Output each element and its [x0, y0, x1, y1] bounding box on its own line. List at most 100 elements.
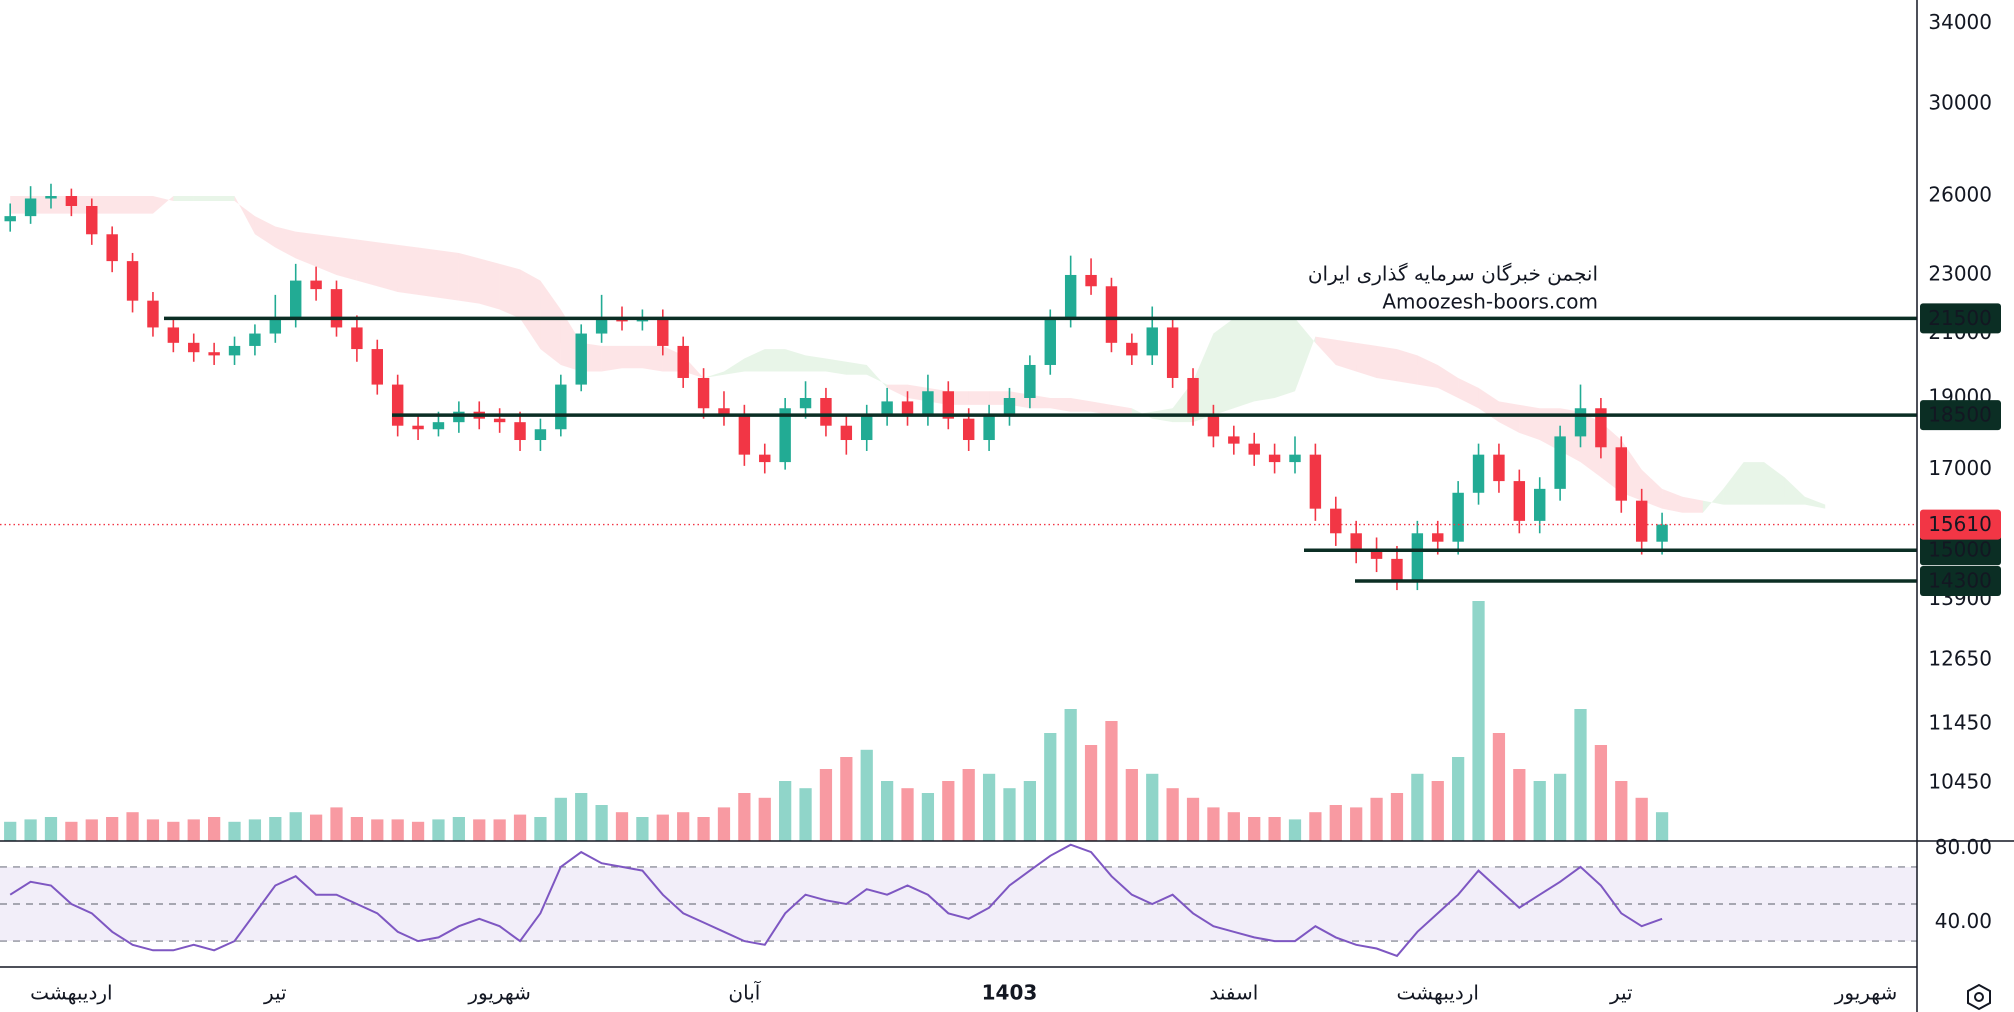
x-tick-label: اسفند [1209, 981, 1258, 1005]
cloud-segment [642, 345, 663, 372]
candle-body [391, 384, 404, 426]
cloud-segment [1743, 462, 1765, 505]
level-label: 15000 [1928, 538, 1992, 562]
volume-bar [575, 793, 588, 841]
candle-body [1493, 454, 1505, 482]
volume-bar [595, 805, 608, 841]
candle-body [962, 418, 975, 441]
y-tick-label: 10450 [1928, 770, 1992, 794]
candle-body [1024, 364, 1036, 399]
cloud-segment [723, 358, 745, 375]
cloud-segment [1213, 318, 1234, 416]
volume-bar [1492, 733, 1506, 841]
volume-bar [411, 821, 425, 841]
level-label: 21500 [1928, 306, 1992, 330]
cloud-segment [418, 247, 439, 298]
volume-bar [371, 819, 384, 841]
candle-body [1207, 415, 1220, 437]
volume-bar [289, 812, 302, 841]
cloud-segment [1437, 364, 1459, 399]
cloud-segment [866, 364, 888, 388]
candle-body [1166, 327, 1179, 378]
settings-icon[interactable] [1967, 983, 1991, 1011]
candle-body [65, 196, 78, 206]
watermark: انجمن خبرگان سرمایه گذاری ایران [1308, 262, 1598, 286]
candle-body [228, 345, 241, 356]
volume-bar [187, 819, 200, 841]
cloud-segment [1254, 318, 1275, 402]
volume-bar [677, 812, 690, 841]
volume-bar [1390, 793, 1404, 841]
candle-body [45, 196, 57, 199]
y-tick-label: 23000 [1928, 261, 1992, 285]
cloud-segment [1274, 318, 1295, 399]
candle-body [310, 280, 322, 290]
cloud-segment [499, 263, 521, 319]
cloud-segment [1702, 488, 1724, 513]
volume-bar [1472, 601, 1485, 841]
cloud-segment [601, 345, 623, 372]
volume-bar [1125, 769, 1138, 841]
volume-bar [1268, 817, 1281, 841]
candle-body [799, 398, 812, 409]
candle-body [1064, 274, 1077, 319]
candle-body [738, 415, 751, 455]
volume-bar [350, 817, 364, 841]
candle-body [1595, 408, 1607, 448]
cloud-segment [438, 250, 459, 301]
candle-body [1003, 398, 1016, 416]
candle-body [942, 391, 955, 419]
volume-bar [330, 807, 343, 841]
y-tick-label: 17000 [1928, 456, 1992, 480]
volume-bar [1615, 781, 1628, 841]
cloud-segment [295, 231, 317, 267]
volume-bar [901, 788, 914, 841]
candle-body [779, 408, 791, 463]
volume-bar [1044, 733, 1057, 841]
cloud-segment [785, 349, 806, 372]
level-label-box [1920, 535, 2001, 566]
candle-body [412, 425, 424, 430]
main-layer [0, 183, 1917, 958]
cloud-segment [397, 244, 419, 295]
settings-icon-center [1974, 992, 1984, 1002]
cloud-segment [968, 391, 990, 405]
volume-bar [1207, 807, 1220, 841]
cloud-segment [377, 242, 398, 292]
volume-bar [554, 797, 567, 841]
cloud-segment [825, 358, 847, 375]
candle-body [1085, 274, 1097, 287]
cloud-segment [1335, 339, 1357, 372]
x-tick-label: تیر [1609, 981, 1633, 1005]
cloud-segment [1050, 398, 1071, 412]
cloud-segment [1498, 401, 1520, 433]
cloud-segment [1784, 477, 1805, 505]
cloud-segment [1315, 336, 1336, 365]
volume-bar [982, 773, 996, 841]
volume-bar [208, 817, 221, 841]
cloud-segment [132, 196, 153, 214]
candle-body [1635, 500, 1648, 542]
candle-body [86, 205, 98, 235]
volume-bar [962, 769, 975, 841]
y-tick-label: 11450 [1928, 711, 1992, 735]
cloud-segment [805, 355, 826, 372]
last-price-box [1920, 509, 2001, 540]
volume-bar [4, 821, 17, 841]
candle-body [126, 261, 139, 301]
cloud-segment [193, 196, 215, 201]
level-label-box [1920, 303, 2001, 334]
cloud-segment [1111, 404, 1132, 416]
volume-bar [1186, 797, 1200, 841]
candle-body [269, 318, 282, 334]
candle-body [1044, 318, 1056, 365]
cloud-segment [173, 196, 194, 201]
candle-body [1370, 550, 1383, 559]
candle-body [759, 454, 771, 463]
x-tick-label: 1403 [982, 981, 1038, 1005]
cloud-segment [316, 234, 337, 275]
candle-body [453, 411, 465, 423]
candle-body [432, 422, 445, 430]
volume-bar [1635, 797, 1648, 841]
